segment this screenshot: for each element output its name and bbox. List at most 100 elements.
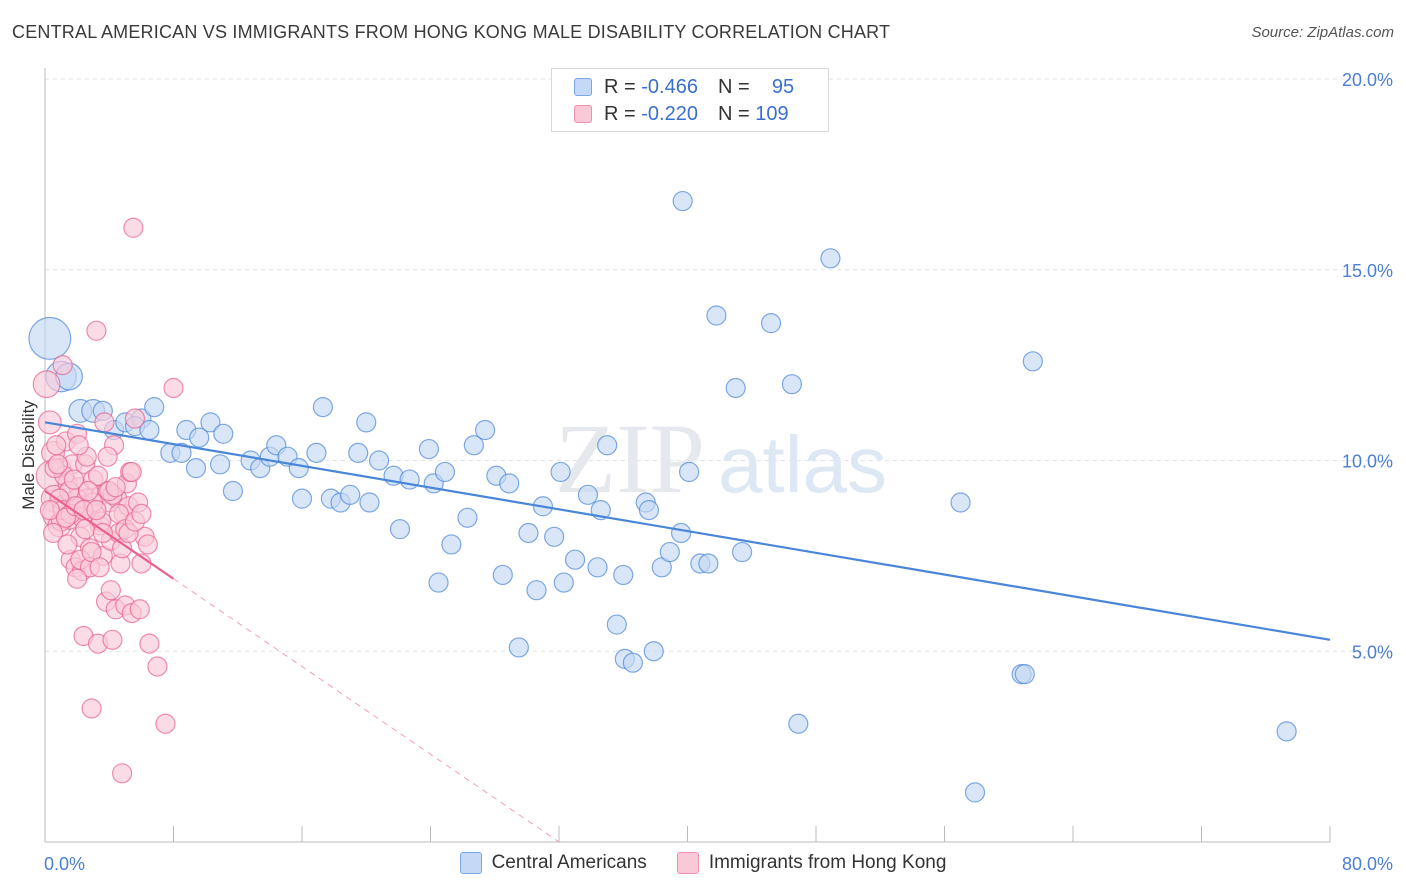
correlation-legend: R = -0.466 N = 95 R = -0.220 N = 109 <box>551 68 829 132</box>
data-point <box>679 461 700 483</box>
trend-line-extension <box>173 578 560 843</box>
data-point <box>129 599 150 620</box>
data-point <box>638 499 660 521</box>
data-point <box>288 458 309 479</box>
data-point <box>86 320 107 341</box>
data-point <box>643 641 664 662</box>
data-point <box>418 438 439 460</box>
data-point <box>550 461 571 483</box>
data-point <box>518 522 539 544</box>
legend-swatch-pink <box>574 105 592 123</box>
data-point <box>587 557 608 578</box>
data-point <box>564 549 586 570</box>
data-point <box>105 477 126 498</box>
legend-row-central-americans: R = -0.466 N = 95 <box>574 75 794 99</box>
data-point <box>87 465 109 486</box>
data-point <box>52 355 73 376</box>
data-point <box>111 763 133 784</box>
data-point <box>121 461 142 483</box>
legend-n-label: N = <box>717 75 750 98</box>
data-point <box>171 442 192 463</box>
data-point <box>306 442 327 463</box>
data-point <box>46 435 67 456</box>
legend-n-label: N = <box>717 102 750 125</box>
x-tick-label: 80.0% <box>1342 854 1393 874</box>
data-point <box>659 541 680 563</box>
trend-line <box>44 490 175 580</box>
data-point <box>42 522 64 544</box>
data-point <box>144 396 165 418</box>
data-point <box>163 377 184 399</box>
data-point <box>613 564 634 586</box>
series-legend-hong-kong[interactable]: Immigrants from Hong Kong <box>676 852 946 874</box>
data-point <box>597 435 618 456</box>
series-legend-central-americans[interactable]: Central Americans <box>459 852 647 874</box>
data-point <box>209 454 231 475</box>
data-point <box>78 480 99 502</box>
data-point <box>97 446 118 467</box>
data-point <box>63 469 85 490</box>
data-point <box>47 454 68 475</box>
data-point <box>475 419 496 441</box>
series-1 <box>32 217 184 784</box>
data-point <box>964 782 986 803</box>
legend-r-label: R = <box>604 75 636 98</box>
data-point <box>670 522 692 544</box>
data-point <box>28 316 72 360</box>
y-axis-title: Male Disability <box>19 400 38 510</box>
data-point <box>441 534 462 555</box>
legend-n-value: 109 <box>755 102 789 125</box>
data-point <box>155 713 176 734</box>
data-point <box>94 412 115 433</box>
data-point <box>189 427 210 448</box>
data-point <box>147 656 168 677</box>
data-point <box>698 553 719 574</box>
data-point <box>788 713 809 734</box>
y-tick-label: 10.0% <box>1342 452 1393 472</box>
data-point <box>508 637 529 658</box>
data-point <box>32 370 61 399</box>
data-point <box>950 492 971 513</box>
data-point <box>463 435 484 456</box>
series-0 <box>28 190 1297 803</box>
data-point <box>1014 664 1035 685</box>
y-tick-label: 15.0% <box>1342 261 1393 281</box>
data-point <box>606 614 627 635</box>
data-point <box>222 480 244 502</box>
data-point <box>131 503 152 525</box>
data-point <box>1022 351 1043 372</box>
data-point <box>81 698 102 719</box>
data-point <box>102 629 123 650</box>
data-point <box>123 217 144 238</box>
chart-source: Source: ZipAtlas.com <box>1251 24 1394 41</box>
watermark-atlas: atlas <box>718 420 887 509</box>
series-label: Central Americans <box>491 852 647 873</box>
data-point <box>1276 721 1297 742</box>
y-tick-label: 5.0% <box>1352 642 1393 662</box>
legend-r-label: R = <box>604 102 636 125</box>
data-point <box>760 313 782 334</box>
legend-swatch-blue <box>574 78 592 96</box>
data-point <box>124 408 146 429</box>
data-point <box>185 458 207 479</box>
data-point <box>100 580 121 601</box>
data-point <box>492 564 513 586</box>
chart-title: CENTRAL AMERICAN VS IMMIGRANTS FROM HONG… <box>12 22 891 42</box>
data-point <box>457 507 478 528</box>
legend-r-value: -0.220 <box>641 102 698 125</box>
data-point <box>820 248 841 269</box>
data-point <box>57 534 78 555</box>
watermark-zip: ZIP <box>555 403 705 514</box>
data-point <box>544 526 565 547</box>
data-point <box>577 484 599 505</box>
data-point <box>732 541 753 563</box>
data-point <box>348 442 369 463</box>
data-point <box>200 412 221 433</box>
data-point <box>553 572 574 593</box>
legend-r-value: -0.466 <box>641 75 698 98</box>
series-swatch-pink <box>676 852 699 874</box>
data-point <box>389 519 411 540</box>
y-tick-label: 20.0% <box>1342 70 1393 90</box>
data-point <box>434 461 456 483</box>
